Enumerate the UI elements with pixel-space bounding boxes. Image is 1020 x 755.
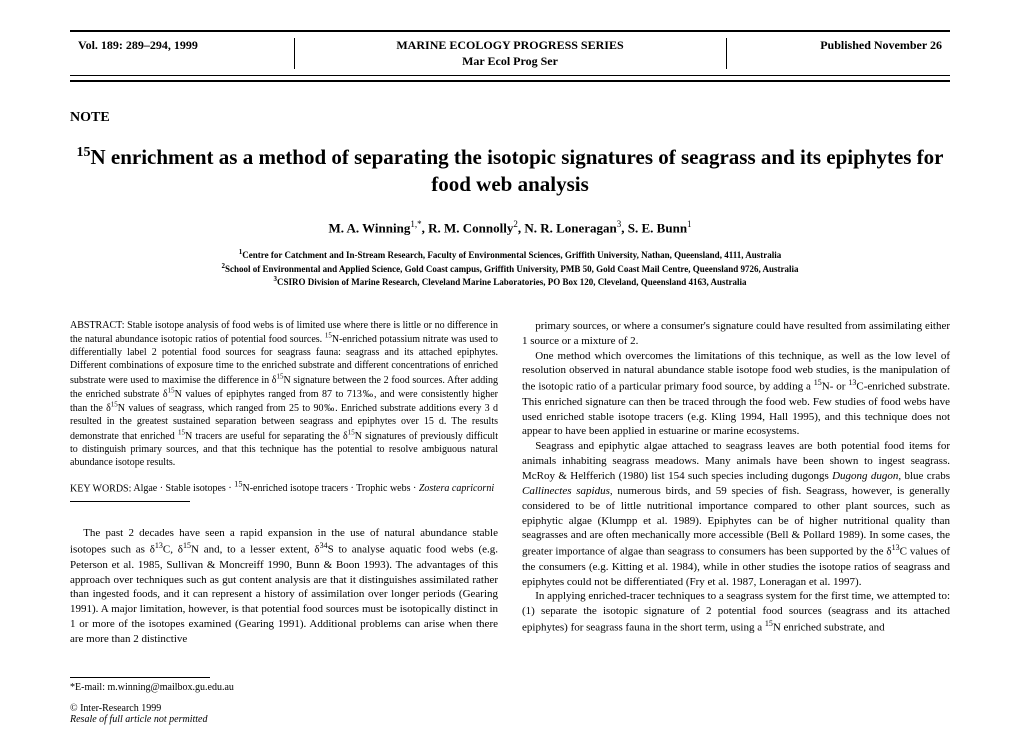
resale-notice: Resale of full article not permitted: [70, 714, 950, 725]
affiliations: 1Centre for Catchment and In-Stream Rese…: [70, 248, 950, 289]
affiliation-1: 1Centre for Catchment and In-Stream Rese…: [70, 248, 950, 262]
copyright: © Inter-Research 1999: [70, 703, 950, 714]
keywords-rule: [70, 501, 190, 502]
journal-title-abbrev: Mar Ecol Prog Ser: [303, 54, 718, 70]
keywords-label: KEY WORDS:: [70, 483, 133, 494]
column-left: ABSTRACT: Stable isotope analysis of foo…: [70, 319, 498, 647]
header-rule: [70, 80, 950, 82]
journal-title-full: MARINE ECOLOGY PROGRESS SERIES: [303, 38, 718, 54]
authors: M. A. Winning1,*, R. M. Connolly2, N. R.…: [70, 219, 950, 236]
footer: *E-mail: m.winning@mailbox.gu.edu.au © I…: [70, 677, 950, 725]
journal-title: MARINE ECOLOGY PROGRESS SERIES Mar Ecol …: [294, 38, 726, 69]
note-label: NOTE: [70, 110, 950, 126]
keywords: KEY WORDS: Algae · Stable isotopes · 15N…: [70, 479, 498, 496]
keywords-text: Algae · Stable isotopes · 15N-enriched i…: [133, 483, 494, 494]
affiliation-2: 2School of Environmental and Applied Sci…: [70, 262, 950, 276]
intro-paragraph-1: The past 2 decades have seen a rapid exp…: [70, 526, 498, 646]
column-right: primary sources, or where a consumer's s…: [522, 319, 950, 647]
volume-info: Vol. 189: 289–294, 1999: [70, 38, 294, 69]
article-title: 15N enrichment as a method of separating…: [70, 144, 950, 199]
intro-text-right: primary sources, or where a consumer's s…: [522, 319, 950, 636]
journal-header: Vol. 189: 289–294, 1999 MARINE ECOLOGY P…: [70, 30, 950, 76]
footer-rule: [70, 677, 210, 678]
intro-text-left: The past 2 decades have seen a rapid exp…: [70, 526, 498, 646]
abstract-body: Stable isotope analysis of food webs is …: [70, 320, 498, 468]
corresponding-email: *E-mail: m.winning@mailbox.gu.edu.au: [70, 682, 950, 693]
abstract-label: ABSTRACT:: [70, 320, 127, 331]
body-columns: ABSTRACT: Stable isotope analysis of foo…: [70, 319, 950, 647]
abstract: ABSTRACT: Stable isotope analysis of foo…: [70, 319, 498, 469]
intro-paragraph-continued: primary sources, or where a consumer's s…: [522, 319, 950, 636]
publish-date: Published November 26: [726, 38, 951, 69]
affiliation-3: 3CSIRO Division of Marine Research, Clev…: [70, 275, 950, 289]
